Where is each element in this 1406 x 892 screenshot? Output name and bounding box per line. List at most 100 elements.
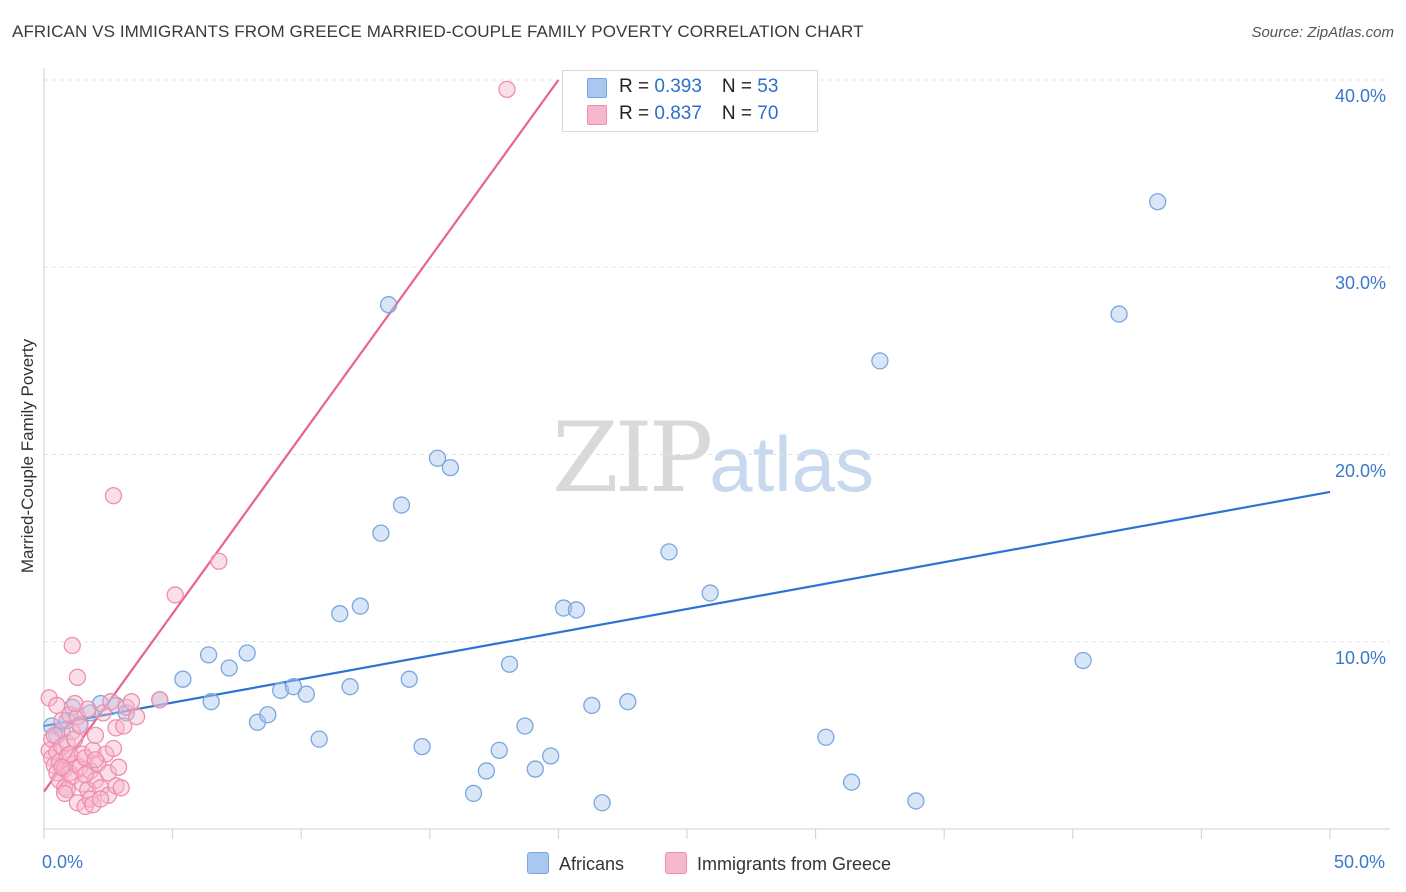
y-tick-label: 20.0% <box>1335 460 1387 481</box>
greece-point <box>68 668 87 686</box>
x-tick-label-max: 50.0% <box>1334 852 1386 872</box>
africans-point <box>351 597 370 615</box>
greece-point <box>63 636 81 655</box>
n-label: N = <box>721 103 758 124</box>
greece-point <box>498 80 516 99</box>
r-value: 0.393 <box>654 76 702 97</box>
africans-point <box>413 737 431 756</box>
africans-point <box>174 670 192 688</box>
africans-point <box>117 704 135 722</box>
africans-point <box>392 496 411 514</box>
greece-point <box>151 691 169 709</box>
africans-point <box>583 696 601 715</box>
africans-point <box>490 741 508 760</box>
africans-point <box>464 784 483 803</box>
africans-point <box>660 543 678 561</box>
greece-point <box>53 758 71 776</box>
africans-point <box>1110 305 1128 323</box>
r-value: 0.837 <box>654 103 702 124</box>
greece-point <box>55 784 74 803</box>
africans-point <box>271 681 290 700</box>
chart-title: AFRICAN VS IMMIGRANTS FROM GREECE MARRIE… <box>12 22 864 41</box>
y-tick-label: 40.0% <box>1335 86 1387 106</box>
africans-point <box>372 524 390 542</box>
watermark-atlas: atlas <box>709 420 874 508</box>
y-tick-label: 10.0% <box>1335 647 1387 668</box>
greece-point <box>86 751 105 769</box>
africans-point <box>701 584 719 602</box>
greece-point <box>210 552 228 570</box>
data-points <box>40 80 1167 816</box>
x-tick-label-min: 0.0% <box>42 852 84 872</box>
greece-point <box>104 487 123 505</box>
greece-point <box>166 586 184 604</box>
greece-point <box>66 730 84 748</box>
greece-point <box>48 696 66 715</box>
axes <box>43 68 1390 839</box>
greece-point <box>66 694 84 713</box>
greece-point <box>112 779 130 797</box>
greece-swatch <box>587 105 607 125</box>
legend-item-africans[interactable]: Africans <box>527 852 624 875</box>
source-label: Source: ZipAtlas.com <box>1251 24 1394 41</box>
greece-point <box>102 693 120 711</box>
africans-point <box>379 296 398 314</box>
n-value: 70 <box>757 103 779 124</box>
africans-point <box>199 646 218 664</box>
africans-point <box>259 706 277 724</box>
africans-trend-line <box>43 490 1331 728</box>
y-tick-label: 30.0% <box>1335 273 1387 294</box>
watermark: ZIPatlas <box>552 402 874 514</box>
greece-point <box>127 708 146 726</box>
greece-point <box>115 717 133 735</box>
n-label: N = <box>721 76 758 97</box>
africans-point <box>500 655 519 673</box>
africans-point <box>284 678 303 696</box>
africans-point <box>842 773 861 791</box>
correlation-legend: R = 0.393 N = 53 R = 0.837 N = 70 <box>562 70 818 132</box>
greece-point <box>99 764 117 782</box>
africans-point <box>202 693 220 711</box>
africans-point <box>400 670 418 688</box>
africans-point <box>238 644 256 662</box>
watermark-zip: ZIP <box>552 402 713 514</box>
greece-point <box>61 745 79 763</box>
africans-point <box>1074 651 1092 670</box>
africans-point <box>341 678 359 696</box>
africans-point <box>477 762 496 780</box>
legend-item-greece[interactable]: Immigrants from Greece <box>665 852 891 875</box>
africans-point <box>567 601 586 619</box>
africans-point <box>428 449 447 467</box>
greece-point <box>109 758 128 776</box>
africans-point <box>907 792 925 810</box>
africans-point <box>310 730 328 748</box>
trend-lines <box>43 79 1331 793</box>
r-label: R = <box>619 103 655 124</box>
greece-trend-line <box>43 79 560 793</box>
africans-point <box>297 685 315 703</box>
greece-point <box>71 717 89 735</box>
greece-point <box>86 726 105 745</box>
greece-point <box>76 766 94 784</box>
africans-point <box>542 747 560 765</box>
africans-point <box>1149 193 1167 211</box>
r-label: R = <box>619 76 655 97</box>
greece-legend-label: Immigrants from Greece <box>697 854 892 874</box>
africans-point <box>220 659 238 677</box>
africans-point <box>619 693 637 711</box>
n-value: 53 <box>757 76 779 97</box>
africans-legend-swatch <box>527 852 549 874</box>
africans-point <box>817 728 835 746</box>
africans-point <box>441 458 460 477</box>
greece-point <box>122 693 141 711</box>
africans-point <box>593 794 611 812</box>
africans-point <box>526 760 544 778</box>
africans-point <box>516 717 534 735</box>
greece-legend-swatch <box>665 852 687 874</box>
africans-point <box>554 599 573 617</box>
africans-point <box>331 605 349 623</box>
africans-swatch <box>587 78 607 98</box>
africans-legend-label: Africans <box>559 854 625 874</box>
gridlines <box>44 79 1390 643</box>
